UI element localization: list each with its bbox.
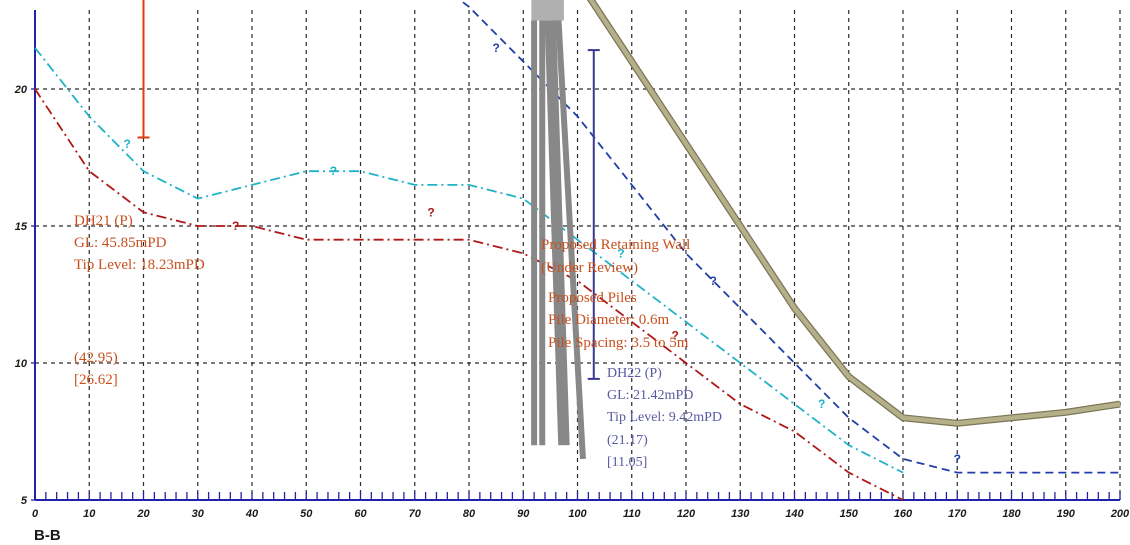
profiles xyxy=(34,0,1121,501)
x-tick-label: 180 xyxy=(1002,508,1021,520)
x-tick-label: 170 xyxy=(948,508,967,520)
pile xyxy=(555,20,586,460)
dh22-title: DH22 (P) xyxy=(607,366,662,381)
groundwater-line xyxy=(34,47,904,474)
question-mark: ? xyxy=(492,41,499,55)
question-mark: ? xyxy=(954,452,961,466)
proposed-wall-title: Proposed Retaining Wall xyxy=(541,237,690,253)
dh22-gl: GL: 21.42mPD xyxy=(607,388,693,403)
dh22-level: [11.05] xyxy=(607,455,647,470)
dh21-gl: GL: 45.85mPD xyxy=(74,235,167,251)
question-mark: ? xyxy=(617,246,624,260)
question-mark: ? xyxy=(818,397,825,411)
y-tick-label: 5 xyxy=(21,495,28,507)
pile-spacing: Pile Spacing: 3.5 to 5m xyxy=(548,335,689,351)
x-tick-label: 90 xyxy=(517,508,530,520)
dh22-depth: (21.17) xyxy=(607,433,648,448)
question-mark: ? xyxy=(330,164,337,178)
x-tick-label: 160 xyxy=(894,508,913,520)
y-tick-label: 20 xyxy=(14,84,28,96)
boreholes xyxy=(137,0,600,380)
x-tick-label: 60 xyxy=(354,508,367,520)
question-mark: ? xyxy=(232,219,239,233)
pile-cap xyxy=(531,0,564,21)
x-tick-label: 40 xyxy=(245,508,259,520)
question-mark: ? xyxy=(427,205,434,219)
question-mark: ? xyxy=(124,137,131,151)
dh22-tip: Tip Level: 9.42mPD xyxy=(607,410,722,425)
x-tick-label: 70 xyxy=(409,508,422,520)
x-tick-label: 0 xyxy=(32,508,39,520)
x-tick-label: 80 xyxy=(463,508,476,520)
dh21-tip: Tip Level: 18.23mPD xyxy=(74,257,205,273)
x-tick-label: 100 xyxy=(568,508,587,520)
x-tick-label: 10 xyxy=(83,508,96,520)
question-marks: ???????????? xyxy=(124,41,961,466)
x-tick-label: 120 xyxy=(677,508,696,520)
x-tick-label: 190 xyxy=(1057,508,1076,520)
dh21-depth: (42.95) xyxy=(74,350,118,366)
x-tick-label: 140 xyxy=(785,508,804,520)
dh21-title: DH21 (P) xyxy=(74,213,133,229)
pile xyxy=(544,20,565,446)
question-mark: ? xyxy=(671,329,678,343)
x-tick-label: 50 xyxy=(300,508,313,520)
bedrock-line xyxy=(34,88,904,501)
y-tick-label: 15 xyxy=(15,221,28,233)
pile-diameter: Pile Diameter: 0.6m xyxy=(548,312,670,328)
section-label: B-B xyxy=(34,527,61,544)
dh21-level: [26.62] xyxy=(74,372,118,388)
y-tick-label: 10 xyxy=(15,358,28,370)
y-axis-ticks: 5101520253035404550556065707580859095 xyxy=(14,84,28,507)
proposed-piles xyxy=(531,0,586,460)
x-axis-ticks: 0 10 20 30 40 50 60 70 80 90 100 110 120 130 140 150 160… xyxy=(32,508,1130,520)
question-mark: ? xyxy=(709,274,716,288)
x-tick-label: 20 xyxy=(136,508,150,520)
proposed-piles-title: Proposed Piles xyxy=(548,290,637,306)
pile xyxy=(550,20,570,446)
x-tick-label: 150 xyxy=(840,508,859,520)
x-tick-label: 130 xyxy=(731,508,750,520)
ground-surface xyxy=(588,0,1121,426)
x-tick-label: 110 xyxy=(623,508,641,520)
x-tick-label: 200 xyxy=(1110,508,1130,520)
grid xyxy=(31,10,1121,501)
proposed-wall-note: (Under Review) xyxy=(541,260,638,276)
rock-head-line xyxy=(458,0,1120,474)
x-tick-label: 30 xyxy=(192,508,205,520)
